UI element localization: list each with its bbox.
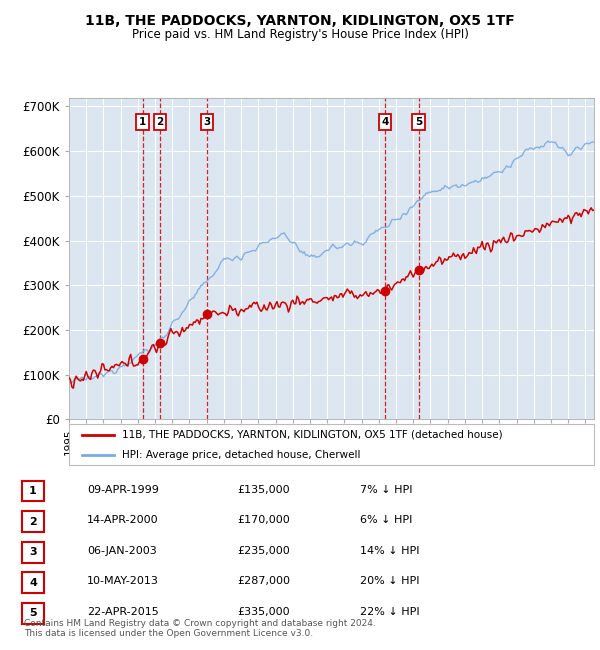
Text: 10-MAY-2013: 10-MAY-2013 bbox=[87, 577, 159, 586]
Text: HPI: Average price, detached house, Cherwell: HPI: Average price, detached house, Cher… bbox=[121, 450, 360, 460]
Text: 09-APR-1999: 09-APR-1999 bbox=[87, 485, 159, 495]
Text: 3: 3 bbox=[29, 547, 37, 557]
Text: 14% ↓ HPI: 14% ↓ HPI bbox=[360, 546, 419, 556]
Text: 06-JAN-2003: 06-JAN-2003 bbox=[87, 546, 157, 556]
Text: 2: 2 bbox=[156, 117, 164, 127]
Text: £135,000: £135,000 bbox=[237, 485, 290, 495]
Text: £287,000: £287,000 bbox=[237, 577, 290, 586]
Text: 5: 5 bbox=[415, 117, 422, 127]
Text: 20% ↓ HPI: 20% ↓ HPI bbox=[360, 577, 419, 586]
Text: 22% ↓ HPI: 22% ↓ HPI bbox=[360, 607, 419, 617]
Text: 4: 4 bbox=[382, 117, 389, 127]
Text: 7% ↓ HPI: 7% ↓ HPI bbox=[360, 485, 413, 495]
Text: £235,000: £235,000 bbox=[237, 546, 290, 556]
Text: 5: 5 bbox=[29, 608, 37, 618]
Text: 4: 4 bbox=[29, 578, 37, 588]
Text: Contains HM Land Registry data © Crown copyright and database right 2024.
This d: Contains HM Land Registry data © Crown c… bbox=[24, 619, 376, 638]
Text: 3: 3 bbox=[203, 117, 211, 127]
Text: £170,000: £170,000 bbox=[237, 515, 290, 525]
Text: 1: 1 bbox=[139, 117, 146, 127]
Text: Price paid vs. HM Land Registry's House Price Index (HPI): Price paid vs. HM Land Registry's House … bbox=[131, 28, 469, 41]
Text: £335,000: £335,000 bbox=[237, 607, 290, 617]
Text: 11B, THE PADDOCKS, YARNTON, KIDLINGTON, OX5 1TF (detached house): 11B, THE PADDOCKS, YARNTON, KIDLINGTON, … bbox=[121, 430, 502, 439]
Text: 1: 1 bbox=[29, 486, 37, 496]
Text: 14-APR-2000: 14-APR-2000 bbox=[87, 515, 158, 525]
Text: 11B, THE PADDOCKS, YARNTON, KIDLINGTON, OX5 1TF: 11B, THE PADDOCKS, YARNTON, KIDLINGTON, … bbox=[85, 14, 515, 29]
Text: 2: 2 bbox=[29, 517, 37, 526]
Text: 22-APR-2015: 22-APR-2015 bbox=[87, 607, 159, 617]
Text: 6% ↓ HPI: 6% ↓ HPI bbox=[360, 515, 412, 525]
